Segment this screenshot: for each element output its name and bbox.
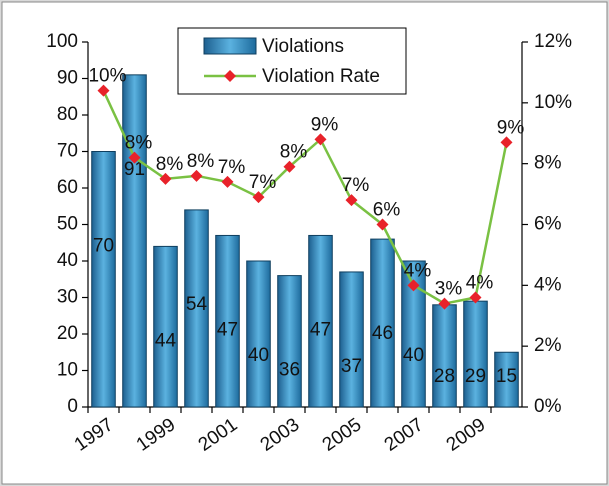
y-tick-label: 0	[67, 396, 78, 417]
rate-label: 3%	[435, 279, 463, 300]
legend-label: Violations	[262, 36, 344, 57]
rate-label: 9%	[311, 114, 339, 135]
y-tick-label: 100	[46, 31, 78, 52]
rate-label: 7%	[342, 175, 370, 196]
bar	[91, 151, 116, 408]
rate-marker	[407, 279, 420, 292]
rate-label: 7%	[249, 172, 277, 193]
bar	[463, 300, 488, 408]
legend-swatch	[203, 37, 257, 55]
y-tick-label: 70	[57, 141, 78, 162]
rate-marker	[500, 136, 513, 149]
rate-label: 8%	[187, 151, 215, 172]
bar-value-label: 40	[403, 345, 424, 366]
y-tick-label: 40	[57, 250, 78, 271]
rate-marker	[190, 169, 203, 182]
legend-marker	[224, 70, 236, 82]
rate-label: 4%	[404, 260, 432, 281]
bar-value-label: 28	[434, 366, 455, 387]
bar	[494, 351, 519, 408]
bar-value-label: 54	[186, 294, 208, 315]
bar	[370, 238, 395, 408]
rate-label: 9%	[497, 117, 525, 138]
bar	[401, 260, 426, 408]
bar	[122, 74, 147, 408]
y2-tick-label: 2%	[534, 335, 562, 356]
rate-marker	[221, 175, 234, 188]
bar-value-label: 40	[248, 345, 269, 366]
rate-label: 7%	[218, 157, 246, 178]
rate-marker	[438, 297, 451, 310]
bar-value-label: 37	[341, 356, 362, 377]
y-tick-label: 20	[57, 323, 78, 344]
bar-value-label: 15	[496, 366, 517, 387]
rate-label: 8%	[125, 133, 153, 154]
y-tick-label: 50	[57, 214, 78, 235]
bar	[432, 304, 457, 408]
bar	[184, 209, 209, 408]
y2-tick-label: 0%	[534, 396, 562, 417]
bar	[246, 260, 271, 408]
rate-label: 6%	[373, 200, 401, 221]
bar	[215, 234, 240, 408]
bar	[308, 234, 333, 408]
rate-marker	[97, 84, 110, 97]
rate-marker	[469, 291, 482, 304]
rate-marker	[128, 151, 141, 164]
bar-value-label: 44	[155, 330, 177, 351]
rate-label: 8%	[280, 142, 308, 163]
y-tick-label: 30	[57, 287, 78, 308]
bar-value-label: 46	[372, 323, 393, 344]
rate-marker	[376, 218, 389, 231]
y-tick-label: 80	[57, 104, 78, 125]
rate-marker	[314, 133, 327, 146]
rate-marker	[159, 172, 172, 185]
bar-value-label: 47	[217, 319, 238, 340]
rate-label: 4%	[466, 273, 494, 294]
bar	[277, 275, 302, 408]
bar-value-label: 36	[279, 360, 300, 381]
y-tick-label: 10	[57, 360, 78, 381]
rate-marker	[283, 160, 296, 173]
rate-marker	[252, 191, 265, 204]
bar	[153, 245, 178, 408]
legend-label: Violation Rate	[262, 66, 380, 87]
rate-label: 8%	[156, 154, 184, 175]
bar-value-label: 29	[465, 366, 486, 387]
bar	[339, 271, 364, 408]
y2-tick-label: 10%	[534, 92, 572, 113]
y2-tick-label: 6%	[534, 214, 562, 235]
y2-tick-label: 4%	[534, 274, 562, 295]
bar-value-label: 47	[310, 319, 331, 340]
y2-tick-label: 12%	[534, 31, 572, 52]
rate-marker	[345, 194, 358, 207]
y-tick-label: 90	[57, 68, 78, 89]
bar-value-label: 70	[93, 236, 114, 257]
rate-label: 10%	[88, 66, 126, 87]
y2-tick-label: 8%	[534, 153, 562, 174]
bar-value-label: 91	[124, 159, 145, 180]
y-tick-label: 60	[57, 177, 78, 198]
